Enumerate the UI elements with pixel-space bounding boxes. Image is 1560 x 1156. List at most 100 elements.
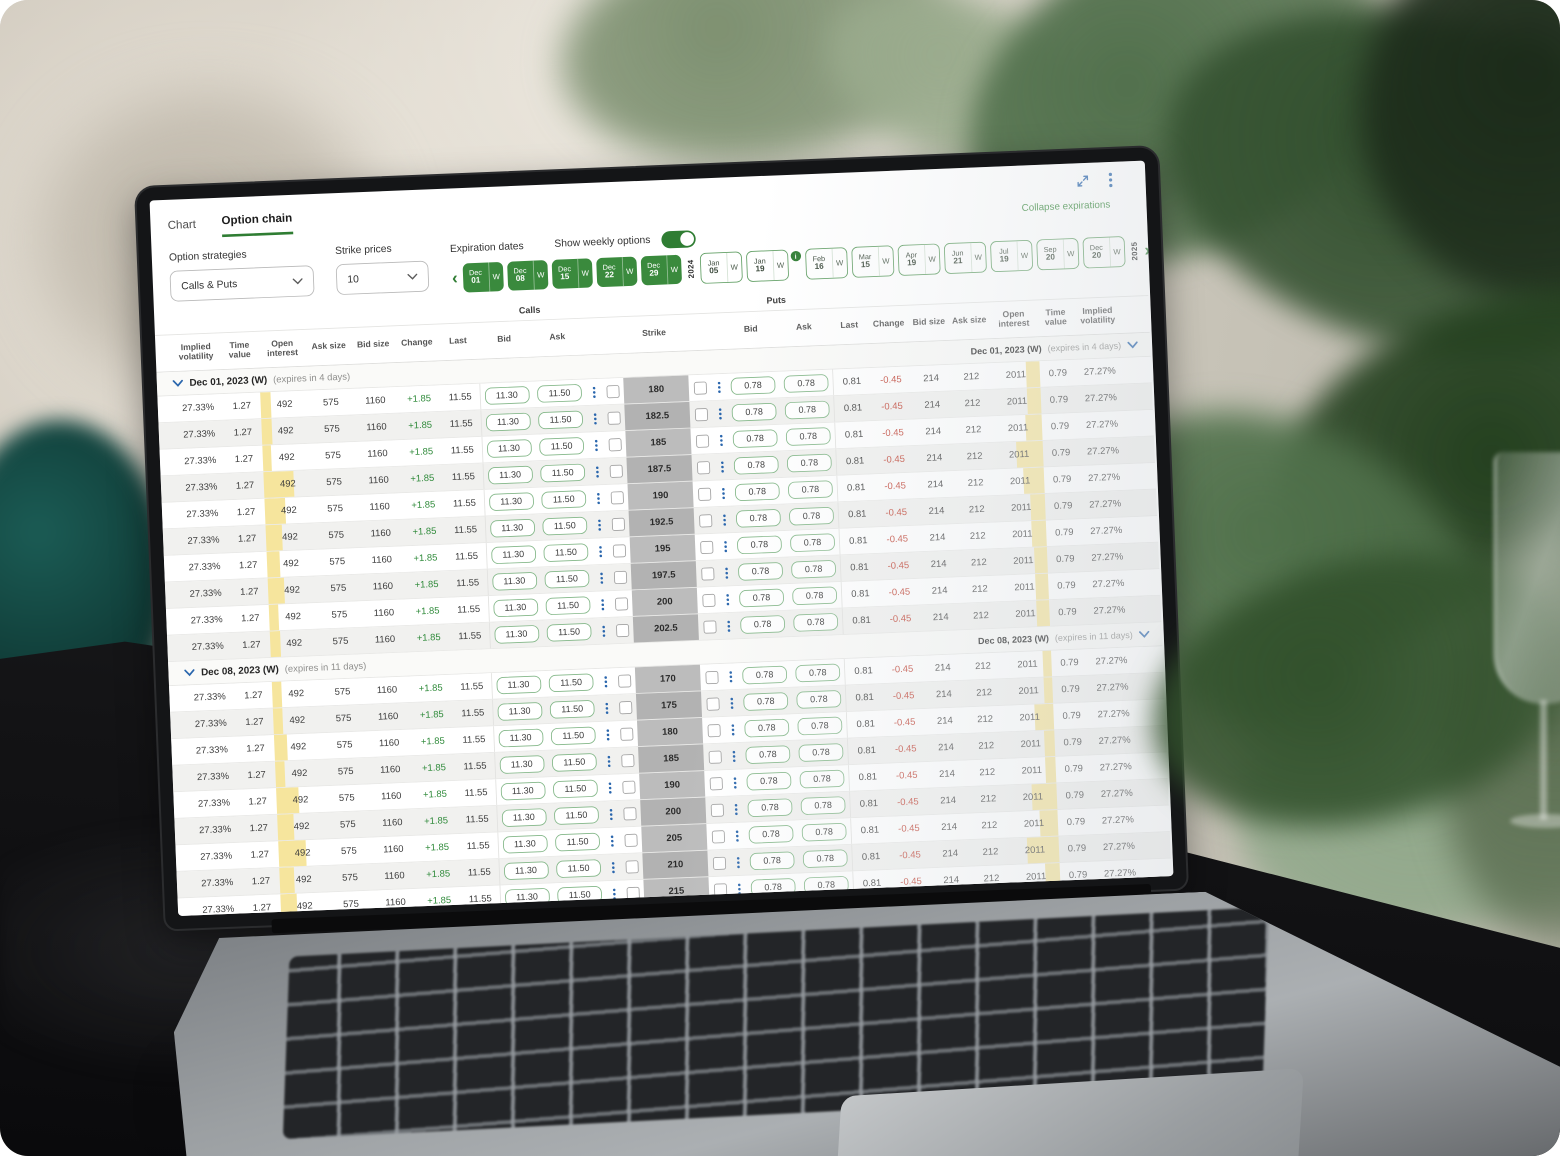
chips-prev-icon[interactable]: ‹ — [451, 268, 459, 288]
call-row-checkbox[interactable] — [609, 464, 623, 478]
call-row-menu-icon[interactable] — [602, 781, 618, 794]
put-row-menu-icon[interactable] — [731, 883, 747, 895]
call-ask-button[interactable]: 11.50 — [552, 779, 599, 799]
call-row-checkbox[interactable] — [626, 886, 640, 900]
call-row-checkbox[interactable] — [611, 517, 625, 531]
call-ask-button[interactable]: 11.50 — [544, 569, 590, 589]
call-row-menu-icon[interactable] — [597, 675, 613, 688]
put-ask-button[interactable]: 0.78 — [785, 427, 831, 447]
call-row-checkbox[interactable] — [623, 833, 638, 847]
call-bid-button[interactable]: 11.30 — [501, 808, 547, 828]
put-ask-button[interactable]: 0.78 — [801, 822, 847, 842]
put-row-checkbox[interactable] — [699, 540, 714, 554]
call-bid-button[interactable]: 11.30 — [490, 545, 536, 565]
call-bid-button[interactable]: 11.30 — [504, 887, 550, 907]
call-row-menu-icon[interactable] — [603, 808, 619, 820]
call-row-menu-icon[interactable] — [591, 519, 607, 531]
call-bid-button[interactable]: 11.30 — [488, 492, 534, 512]
chips-next-icon[interactable]: › — [1144, 241, 1151, 261]
call-ask-button[interactable]: 11.50 — [541, 490, 587, 510]
put-row-menu-icon[interactable] — [711, 381, 727, 393]
call-bid-button[interactable]: 11.30 — [491, 571, 537, 591]
call-ask-button[interactable]: 11.50 — [550, 726, 596, 746]
put-bid-button[interactable]: 0.78 — [737, 561, 784, 581]
tab-chart[interactable]: Chart — [167, 217, 197, 232]
section-collapse-icon-right[interactable] — [1139, 630, 1150, 638]
call-bid-button[interactable]: 11.30 — [486, 439, 532, 459]
put-row-menu-icon[interactable] — [716, 514, 732, 526]
put-bid-button[interactable]: 0.78 — [738, 588, 785, 608]
put-row-checkbox[interactable] — [701, 593, 716, 607]
call-bid-button[interactable]: 11.30 — [487, 465, 533, 485]
put-ask-button[interactable]: 0.78 — [786, 453, 832, 473]
expiration-chip[interactable]: Jun 21 W — [943, 241, 987, 275]
call-row-menu-icon[interactable] — [592, 545, 608, 557]
call-row-checkbox[interactable] — [610, 490, 624, 505]
call-row-checkbox[interactable] — [613, 570, 627, 584]
put-ask-button[interactable]: 0.78 — [784, 400, 830, 420]
tab-option-chain[interactable]: Option chain — [221, 211, 293, 238]
put-row-checkbox[interactable] — [695, 434, 709, 448]
put-row-checkbox[interactable] — [697, 487, 711, 501]
put-bid-button[interactable]: 0.78 — [750, 877, 796, 897]
call-bid-button[interactable]: 11.30 — [489, 518, 535, 538]
call-row-checkbox[interactable] — [605, 384, 620, 398]
put-ask-button[interactable]: 0.78 — [800, 796, 846, 816]
put-row-menu-icon[interactable] — [730, 856, 746, 868]
call-ask-button[interactable]: 11.50 — [557, 885, 603, 905]
section-collapse-icon[interactable] — [184, 669, 195, 677]
call-bid-button[interactable]: 11.30 — [503, 861, 549, 881]
put-row-checkbox[interactable] — [694, 407, 708, 421]
put-row-checkbox[interactable] — [693, 381, 707, 395]
put-bid-button[interactable]: 0.78 — [736, 535, 783, 555]
call-ask-button[interactable]: 11.50 — [542, 516, 588, 536]
put-row-menu-icon[interactable] — [719, 593, 735, 605]
expiration-chip[interactable]: Jan 05 W — [699, 251, 743, 284]
call-bid-button[interactable]: 11.30 — [496, 702, 543, 721]
put-row-menu-icon[interactable] — [729, 830, 745, 842]
call-row-menu-icon[interactable] — [599, 702, 615, 714]
put-row-menu-icon[interactable] — [724, 697, 740, 709]
put-row-checkbox[interactable] — [708, 750, 722, 764]
call-ask-button[interactable]: 11.50 — [554, 832, 601, 852]
call-bid-button[interactable]: 11.30 — [484, 386, 530, 405]
put-row-menu-icon[interactable] — [714, 460, 730, 473]
put-row-menu-icon[interactable] — [712, 407, 728, 420]
call-row-menu-icon[interactable] — [587, 412, 603, 425]
call-row-menu-icon[interactable] — [605, 861, 621, 873]
put-ask-button[interactable]: 0.78 — [783, 374, 829, 393]
call-bid-button[interactable]: 11.30 — [499, 755, 545, 775]
expiration-chip[interactable]: Dec 22 W — [595, 256, 638, 288]
put-ask-button[interactable]: 0.78 — [798, 743, 844, 762]
call-row-menu-icon[interactable] — [590, 492, 606, 504]
call-bid-button[interactable]: 11.30 — [498, 728, 544, 748]
put-row-checkbox[interactable] — [713, 882, 727, 897]
call-row-menu-icon[interactable] — [593, 572, 609, 584]
call-ask-button[interactable]: 11.50 — [553, 806, 600, 825]
section-collapse-icon-right[interactable] — [1127, 341, 1138, 349]
call-row-checkbox[interactable] — [612, 543, 626, 558]
put-row-checkbox[interactable] — [707, 723, 721, 737]
call-row-checkbox[interactable] — [618, 700, 632, 714]
put-bid-button[interactable]: 0.78 — [749, 851, 795, 871]
expiration-chip[interactable]: Dec 08 W — [506, 260, 549, 291]
call-row-menu-icon[interactable] — [588, 439, 604, 451]
call-row-menu-icon[interactable] — [601, 755, 617, 767]
expiration-chip[interactable]: Jan 19 W — [745, 249, 789, 283]
call-bid-button[interactable]: 11.30 — [493, 624, 540, 644]
put-row-menu-icon[interactable] — [720, 620, 736, 632]
put-ask-button[interactable]: 0.78 — [797, 716, 843, 736]
expiration-chip[interactable]: Dec 01 W — [462, 261, 504, 293]
call-row-menu-icon[interactable] — [594, 598, 610, 610]
call-row-checkbox[interactable] — [622, 806, 637, 821]
call-row-checkbox[interactable] — [619, 727, 634, 741]
put-bid-button[interactable]: 0.78 — [731, 402, 777, 422]
put-bid-button[interactable]: 0.78 — [733, 455, 779, 475]
put-bid-button[interactable]: 0.78 — [742, 665, 788, 685]
call-row-checkbox[interactable] — [614, 596, 628, 611]
call-row-checkbox[interactable] — [615, 623, 629, 637]
call-row-menu-icon[interactable] — [600, 728, 616, 741]
call-bid-button[interactable]: 11.30 — [485, 412, 531, 432]
put-row-checkbox[interactable] — [710, 803, 724, 817]
call-ask-button[interactable]: 11.50 — [551, 752, 597, 772]
